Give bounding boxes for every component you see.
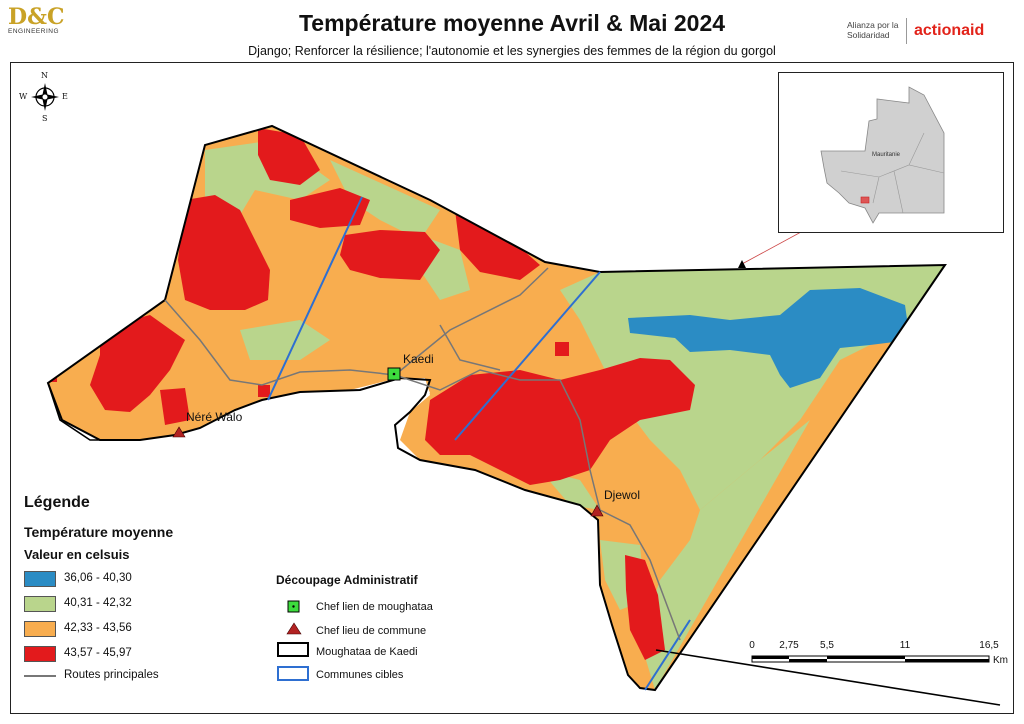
map-frame [10, 62, 1014, 714]
djewol-commune-marker[interactable] [590, 504, 604, 517]
commune-boundary-line [644, 619, 691, 691]
dc-logo-text: D&C [8, 4, 65, 30]
main-roads [164, 267, 681, 641]
admin-legend-title: Découpage Administratif [276, 573, 418, 587]
scale-tick-0: 0 [749, 640, 755, 651]
admin-legend-symbols [277, 600, 309, 681]
red-temperature-zones [48, 128, 695, 660]
blue-temperature-zone [628, 288, 910, 388]
compass-n: N [41, 71, 48, 80]
map-subtitle: Django; Renforcer la résilience; l'auton… [248, 44, 776, 58]
admin-label-communes: Communes cibles [316, 669, 404, 681]
actionaid-logo: actionaid [914, 22, 985, 39]
legend-subtitle: Température moyenne [24, 524, 174, 540]
compass-w: W [19, 92, 28, 101]
legend-road-symbol [24, 675, 56, 677]
scale-tick-4: 16,5 [979, 640, 999, 651]
admin-symbol-moughataa-boundary [277, 642, 309, 657]
admin-symbol-commune [286, 622, 302, 635]
scale-tick-3: 11 [899, 640, 911, 651]
inset-country-label: Mauritanie [872, 152, 901, 158]
scale-tick-1: 2,75 [779, 640, 799, 651]
inset-leader-arrow [738, 260, 746, 268]
nere-walo-commune-marker[interactable] [172, 426, 186, 438]
admin-label-moughataa: Chef lien de moughataa [316, 601, 433, 613]
legend-swatch-class-3 [24, 621, 56, 637]
map-title: Température moyenne Avril & Mai 2024 [298, 10, 726, 36]
compass-e: E [62, 92, 68, 101]
commune-boundary-line [267, 196, 363, 401]
dc-logo-subtext: ENGINEERING [8, 28, 60, 35]
logo-divider [906, 18, 907, 44]
legend-swatch-class-4 [24, 646, 56, 662]
alianza-logo: Alianza por la Solidaridad [847, 20, 899, 40]
legend-label-class-1: 36,06 - 40,30 [64, 572, 132, 584]
legend-swatch-class-1 [24, 571, 56, 587]
alianza-line1: Alianza por la [847, 20, 899, 30]
admin-symbol-communes [277, 666, 309, 681]
legend-road-label: Routes principales [64, 669, 159, 681]
djewol-label: Djewol [604, 488, 641, 502]
compass-s: S [42, 114, 48, 123]
dc-engineering-logo: D&C ENGINEERING [8, 6, 64, 35]
scale-bar [751, 655, 990, 663]
legend-label-class-2: 40,31 - 42,32 [64, 597, 132, 609]
scale-bar-labels: 0 2,75 5,5 11 16,5 [0, 640, 1024, 654]
kaedi-label: Kaedi [403, 352, 434, 366]
inset-locator-map [778, 72, 1004, 233]
legend-label-class-3: 42,33 - 43,56 [64, 622, 132, 634]
legend-unit: Valeur en celsuis [24, 547, 130, 562]
admin-label-commune: Chef lieu de commune [316, 625, 427, 637]
legend-title: Légende [24, 494, 90, 511]
legend-label-class-4: 43,57 - 45,97 [64, 647, 132, 659]
moughataa-kaedi-boundary [46, 124, 947, 692]
scale-tick-2: 5,5 [820, 640, 834, 651]
compass-rose [31, 83, 59, 111]
alianza-line2: Solidaridad [847, 30, 890, 40]
nere-walo-label: Néré Walo [186, 410, 243, 424]
admin-label-moughataa-boundary: Moughataa de Kaedi [316, 646, 418, 658]
scale-unit: Km [993, 655, 1008, 666]
legend-swatch-class-2 [24, 596, 56, 612]
inset-map-svg [820, 86, 945, 224]
commune-boundary-line [454, 271, 601, 441]
